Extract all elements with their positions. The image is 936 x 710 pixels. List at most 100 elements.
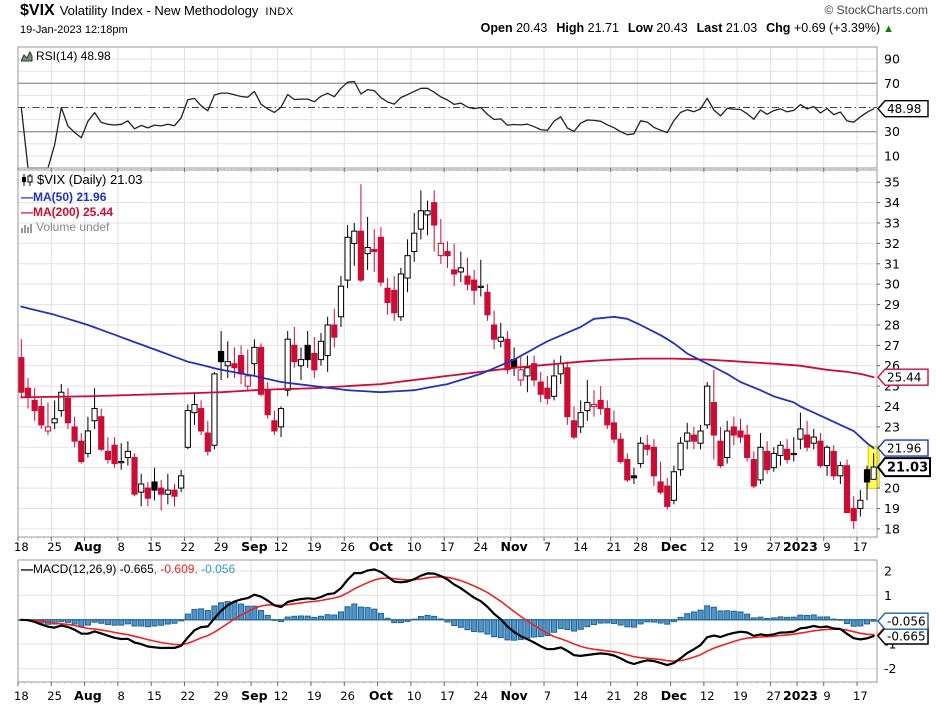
rsi-legend: RSI(14) 48.98: [20, 49, 111, 66]
high-value: 21.71: [587, 21, 619, 35]
svg-text:15: 15: [147, 689, 162, 703]
svg-text:12: 12: [274, 689, 289, 703]
signal-value: -0.609: [160, 562, 195, 576]
ma50-legend-label: MA(50) 21.96: [33, 190, 107, 204]
svg-text:25: 25: [47, 540, 62, 554]
svg-text:18: 18: [14, 540, 29, 554]
svg-text:19: 19: [884, 501, 900, 516]
svg-text:30: 30: [884, 124, 900, 139]
svg-text:24: 24: [473, 689, 488, 703]
svg-text:Dec: Dec: [661, 688, 687, 703]
svg-text:24: 24: [473, 540, 488, 554]
svg-text:17: 17: [440, 540, 455, 554]
svg-text:7: 7: [544, 689, 551, 703]
grid: [17, 47, 877, 682]
svg-text:10: 10: [884, 148, 900, 163]
rsi-series: [20, 80, 875, 169]
svg-text:10: 10: [407, 689, 422, 703]
svg-text:2023: 2023: [783, 539, 818, 554]
timestamp: 19-Jan-2023 12:18pm: [20, 24, 128, 36]
svg-text:30: 30: [884, 277, 900, 292]
svg-text:21: 21: [607, 540, 622, 554]
last-value: 21.03: [725, 21, 758, 35]
svg-text:23: 23: [884, 419, 900, 434]
svg-text:Aug: Aug: [74, 539, 102, 554]
x-axis-labels: 18 18 25 25 Aug Aug 8 8 15 15 22 22 29 29 Sep Sep 12 12 19…: [14, 539, 868, 703]
volume-icon: [21, 222, 33, 237]
svg-text:Oct: Oct: [369, 688, 393, 703]
svg-text:70: 70: [884, 76, 900, 91]
svg-text:22: 22: [180, 689, 195, 703]
svg-text:21: 21: [607, 689, 622, 703]
svg-text:26: 26: [340, 540, 355, 554]
svg-text:14: 14: [573, 689, 588, 703]
svg-text:2: 2: [884, 563, 892, 578]
svg-text:32: 32: [884, 236, 900, 251]
svg-text:34: 34: [884, 195, 900, 210]
macd-sep2: ,: [194, 562, 202, 576]
svg-text:18: 18: [884, 521, 900, 536]
volume-legend-label: Volume undef: [36, 220, 110, 234]
svg-text:25: 25: [47, 689, 62, 703]
svg-text:19: 19: [733, 540, 748, 554]
main-legend: $VIX (Daily) 21.03 —MA(50) 21.96 —MA(200…: [21, 172, 143, 237]
svg-text:17: 17: [853, 540, 868, 554]
svg-text:10: 10: [407, 540, 422, 554]
macd-value: -0.665: [119, 562, 154, 576]
symbol-legend-label: $VIX (Daily) 21.03: [37, 172, 143, 187]
svg-text:Aug: Aug: [74, 688, 102, 703]
exchange-label: INDX: [265, 6, 294, 18]
svg-text:8: 8: [118, 689, 125, 703]
panel-frames: [17, 46, 878, 686]
svg-text:19: 19: [733, 689, 748, 703]
svg-text:12: 12: [274, 540, 289, 554]
svg-text:8: 8: [118, 540, 125, 554]
svg-text:29: 29: [214, 689, 229, 703]
open-value: 20.43: [516, 21, 548, 35]
svg-text:26: 26: [340, 689, 355, 703]
svg-text:Sep: Sep: [241, 539, 267, 554]
ma200-line-icon: —: [21, 205, 33, 219]
svg-text:17: 17: [853, 689, 868, 703]
svg-text:Nov: Nov: [500, 539, 527, 554]
svg-text:9: 9: [823, 540, 830, 554]
low-label: Low: [627, 21, 653, 35]
svg-text:21.03: 21.03: [887, 461, 928, 476]
svg-text:-0.056: -0.056: [887, 615, 926, 629]
change-up-icon: ▲: [883, 23, 894, 35]
svg-text:-0.665: -0.665: [887, 630, 926, 644]
svg-text:Oct: Oct: [369, 539, 393, 554]
svg-text:14: 14: [573, 540, 588, 554]
svg-text:33: 33: [884, 216, 900, 231]
svg-text:17: 17: [440, 689, 455, 703]
svg-text:25.44: 25.44: [887, 371, 921, 385]
chg-value: +0.69 (+3.39%): [793, 21, 881, 35]
ma50-line-icon: —: [21, 190, 33, 204]
macd-sep: ,: [153, 562, 161, 576]
chart-header: $VIX Volatility Index - New Methodology IN…: [20, 2, 294, 20]
svg-text:15: 15: [147, 540, 162, 554]
svg-text:35: 35: [884, 175, 900, 190]
macd-legend: —MACD(12,26,9) -0.665, -0.609, -0.056: [21, 562, 235, 577]
svg-text:1: 1: [884, 588, 892, 603]
last-label: Last: [696, 21, 723, 35]
svg-text:31: 31: [884, 256, 900, 271]
svg-text:Sep: Sep: [241, 688, 267, 703]
svg-text:18: 18: [14, 689, 29, 703]
svg-text:21.96: 21.96: [887, 442, 921, 456]
svg-text:24: 24: [884, 399, 900, 414]
axis-labels: 9070301035343332313029282726252423222120…: [877, 52, 900, 676]
svg-text:2023: 2023: [783, 688, 818, 703]
svg-text:28: 28: [884, 317, 900, 332]
svg-text:48.98: 48.98: [887, 102, 921, 116]
svg-text:90: 90: [884, 52, 900, 67]
svg-text:19: 19: [307, 689, 322, 703]
copyright: © StockCharts.com: [824, 3, 928, 17]
svg-text:22: 22: [180, 540, 195, 554]
svg-text:12: 12: [700, 540, 715, 554]
chg-label: Chg: [766, 21, 791, 35]
svg-text:Dec: Dec: [661, 539, 687, 554]
